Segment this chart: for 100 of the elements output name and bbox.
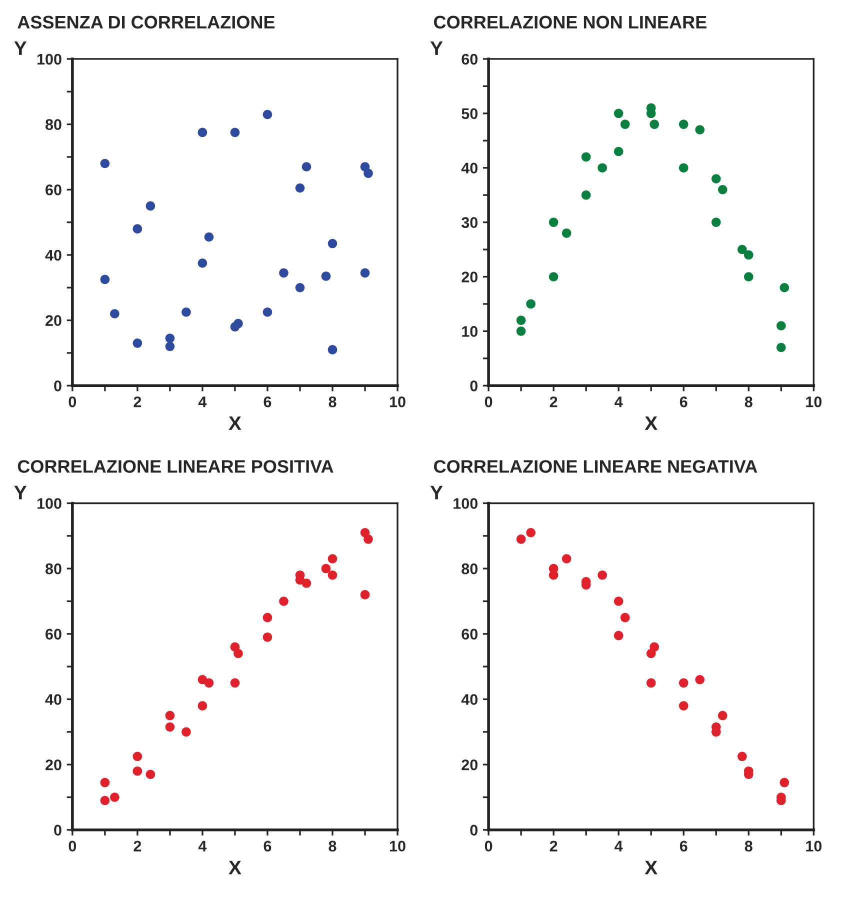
point xyxy=(562,554,572,564)
y-tick-label: 40 xyxy=(45,694,62,705)
x-tick-label: 4 xyxy=(198,396,207,408)
point xyxy=(678,120,688,129)
x-tick-label: 4 xyxy=(614,840,623,852)
x-axis-title: X xyxy=(644,860,658,874)
y-tick-label: 60 xyxy=(46,628,62,640)
chart-title: CORRELAZIONE LINEARE POSITIVA xyxy=(18,460,334,473)
point xyxy=(302,162,312,172)
point xyxy=(321,272,331,281)
y-tick-label: 10 xyxy=(462,326,478,337)
point xyxy=(100,778,110,788)
point xyxy=(279,268,288,278)
point xyxy=(234,648,243,658)
point xyxy=(718,184,728,194)
point xyxy=(165,710,175,720)
y-tick-label: 20 xyxy=(46,315,62,326)
y-axis-title: Y xyxy=(14,486,27,500)
point xyxy=(165,342,175,352)
point xyxy=(718,710,728,720)
point xyxy=(100,796,110,806)
point xyxy=(614,146,624,156)
point xyxy=(526,299,536,309)
chart-title: CORRELAZIONE NON LINEARE xyxy=(434,16,706,29)
chart-title: ASSENZA DI CORRELAZIONE xyxy=(18,16,275,29)
y-tick-label: 100 xyxy=(37,54,62,65)
point xyxy=(100,158,110,168)
x-tick-label: 10 xyxy=(390,840,406,852)
point xyxy=(328,554,338,564)
y-tick-label: 100 xyxy=(454,498,478,509)
point xyxy=(132,338,142,348)
point xyxy=(360,590,370,600)
y-tick-label: 0 xyxy=(470,824,478,836)
point xyxy=(165,722,175,732)
point xyxy=(262,307,272,317)
point xyxy=(198,701,208,710)
point xyxy=(650,120,660,129)
x-tick-label: 8 xyxy=(744,840,752,852)
x-tick-label: 6 xyxy=(680,840,688,852)
point xyxy=(516,316,526,325)
point xyxy=(737,244,747,254)
x-tick-label: 0 xyxy=(484,840,492,852)
point xyxy=(581,190,591,200)
x-tick-label: 8 xyxy=(744,396,752,408)
y-tick-label: 50 xyxy=(462,108,478,120)
point xyxy=(695,674,705,684)
x-tick-label: 10 xyxy=(806,840,822,852)
y-tick-label: 40 xyxy=(461,162,478,174)
y-tick-label: 80 xyxy=(462,563,478,574)
x-tick-label: 4 xyxy=(614,396,623,408)
point xyxy=(302,578,312,588)
point xyxy=(230,678,240,688)
point xyxy=(198,258,208,268)
point xyxy=(516,326,526,336)
point xyxy=(526,528,536,538)
y-tick-label: 60 xyxy=(46,184,62,196)
point xyxy=(776,342,786,352)
point xyxy=(614,108,624,118)
point xyxy=(100,274,110,284)
point xyxy=(328,345,338,354)
point xyxy=(110,309,120,318)
point xyxy=(737,752,747,762)
y-tick-label: 0 xyxy=(470,380,478,392)
point xyxy=(132,752,142,762)
x-tick-label: 0 xyxy=(68,396,76,408)
y-tick-label: 100 xyxy=(37,498,62,509)
point xyxy=(598,570,607,580)
y-tick-label: 80 xyxy=(45,119,62,130)
point xyxy=(295,183,305,193)
point xyxy=(776,321,786,330)
point xyxy=(620,120,630,129)
x-tick-label: 8 xyxy=(328,840,336,852)
point xyxy=(364,168,373,178)
point xyxy=(678,678,688,688)
point xyxy=(780,282,790,292)
point xyxy=(182,727,191,737)
x-tick-label: 0 xyxy=(484,396,492,408)
point xyxy=(360,268,370,278)
y-tick-label: 30 xyxy=(461,217,478,228)
x-tick-label: 6 xyxy=(264,840,272,852)
point xyxy=(646,678,656,688)
point xyxy=(262,110,272,120)
point xyxy=(132,224,142,234)
chart-title: CORRELAZIONE LINEARE NEGATIVA xyxy=(434,460,758,473)
y-tick-label: 80 xyxy=(45,563,62,574)
point xyxy=(780,778,790,788)
point xyxy=(711,174,721,184)
point xyxy=(711,218,721,227)
point xyxy=(620,612,630,622)
point xyxy=(562,228,572,238)
point xyxy=(744,272,754,282)
y-tick-label: 0 xyxy=(54,824,62,836)
point xyxy=(230,128,240,138)
y-tick-label: 60 xyxy=(462,54,478,65)
point xyxy=(132,766,142,776)
x-tick-label: 2 xyxy=(134,396,142,408)
point xyxy=(146,770,156,780)
y-tick-label: 40 xyxy=(45,250,62,261)
point xyxy=(614,630,624,640)
point xyxy=(110,792,120,802)
